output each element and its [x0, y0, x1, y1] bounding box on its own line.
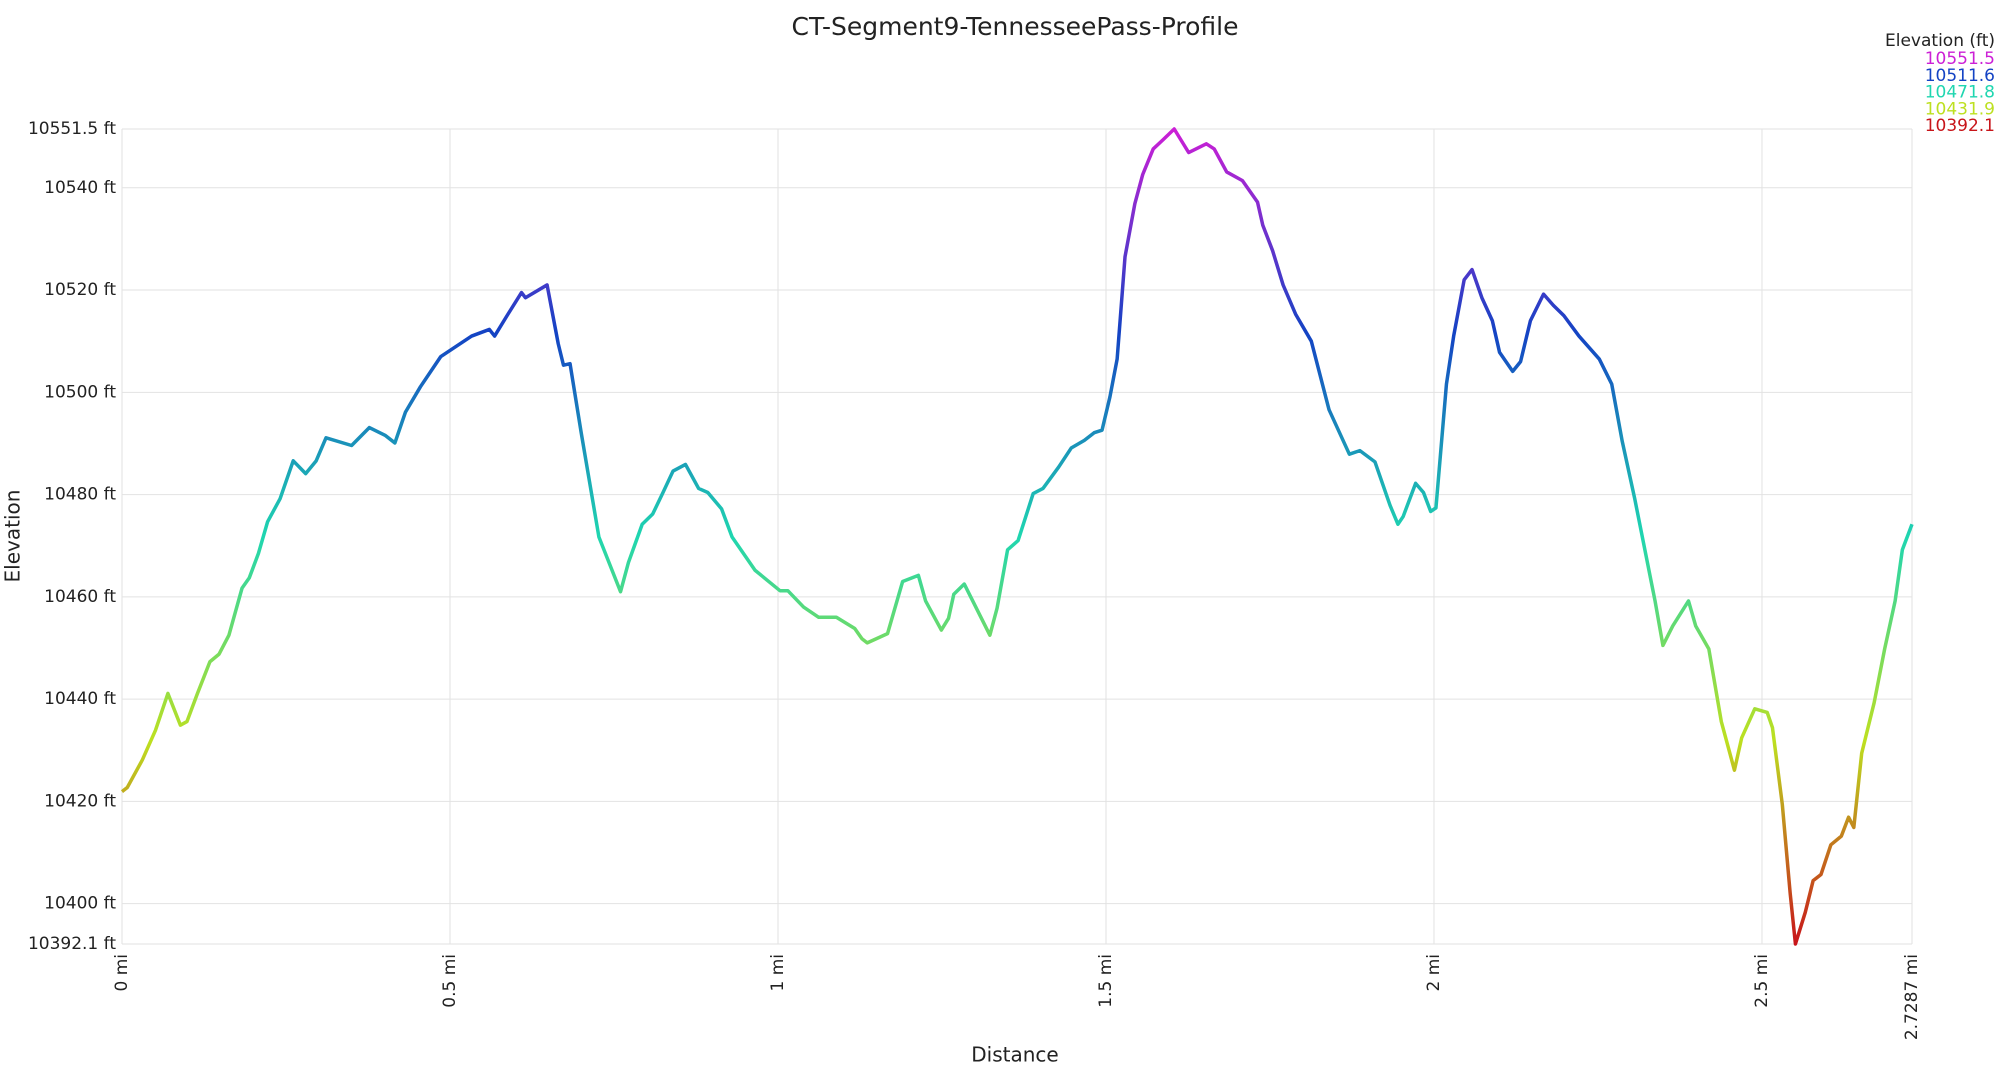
x-tick-label: 1.5 mi — [1096, 954, 1116, 1008]
y-tick-label: 10392.1 ft — [28, 934, 116, 954]
elevation-line — [120, 127, 1914, 946]
x-tick-label: 1 mi — [768, 954, 788, 992]
legend-value: 10511.6 — [1925, 66, 1995, 86]
y-tick-label: 10500 ft — [44, 382, 116, 402]
x-tick-label: 2 mi — [1424, 954, 1444, 992]
x-tick-label: 2.7287 mi — [1902, 954, 1922, 1040]
y-tick-label: 10480 ft — [44, 485, 116, 505]
y-axis-title: Elevation — [1, 490, 25, 583]
x-axis-title: Distance — [971, 1043, 1058, 1067]
chart-title: CT-Segment9-TennesseePass-Profile — [792, 12, 1239, 41]
y-tick-label: 10520 ft — [44, 280, 116, 300]
x-tick-label: 0 mi — [112, 954, 132, 992]
y-tick-label: 10460 ft — [44, 587, 116, 607]
y-tick-label: 10551.5 ft — [28, 119, 116, 139]
legend-value: 10551.5 — [1925, 49, 1995, 69]
y-tick-label: 10420 ft — [44, 791, 116, 811]
y-tick-label: 10400 ft — [44, 894, 116, 914]
legend-value: 10392.1 — [1925, 116, 1995, 136]
x-tick-label: 0.5 mi — [440, 954, 460, 1008]
y-tick-label: 10540 ft — [44, 178, 116, 198]
legend-title: Elevation (ft) — [1885, 31, 1995, 51]
y-tick-label: 10440 ft — [44, 689, 116, 709]
x-tick-label: 2.5 mi — [1752, 954, 1772, 1008]
legend-value: 10431.9 — [1925, 99, 1995, 119]
legend-value: 10471.8 — [1925, 83, 1995, 103]
